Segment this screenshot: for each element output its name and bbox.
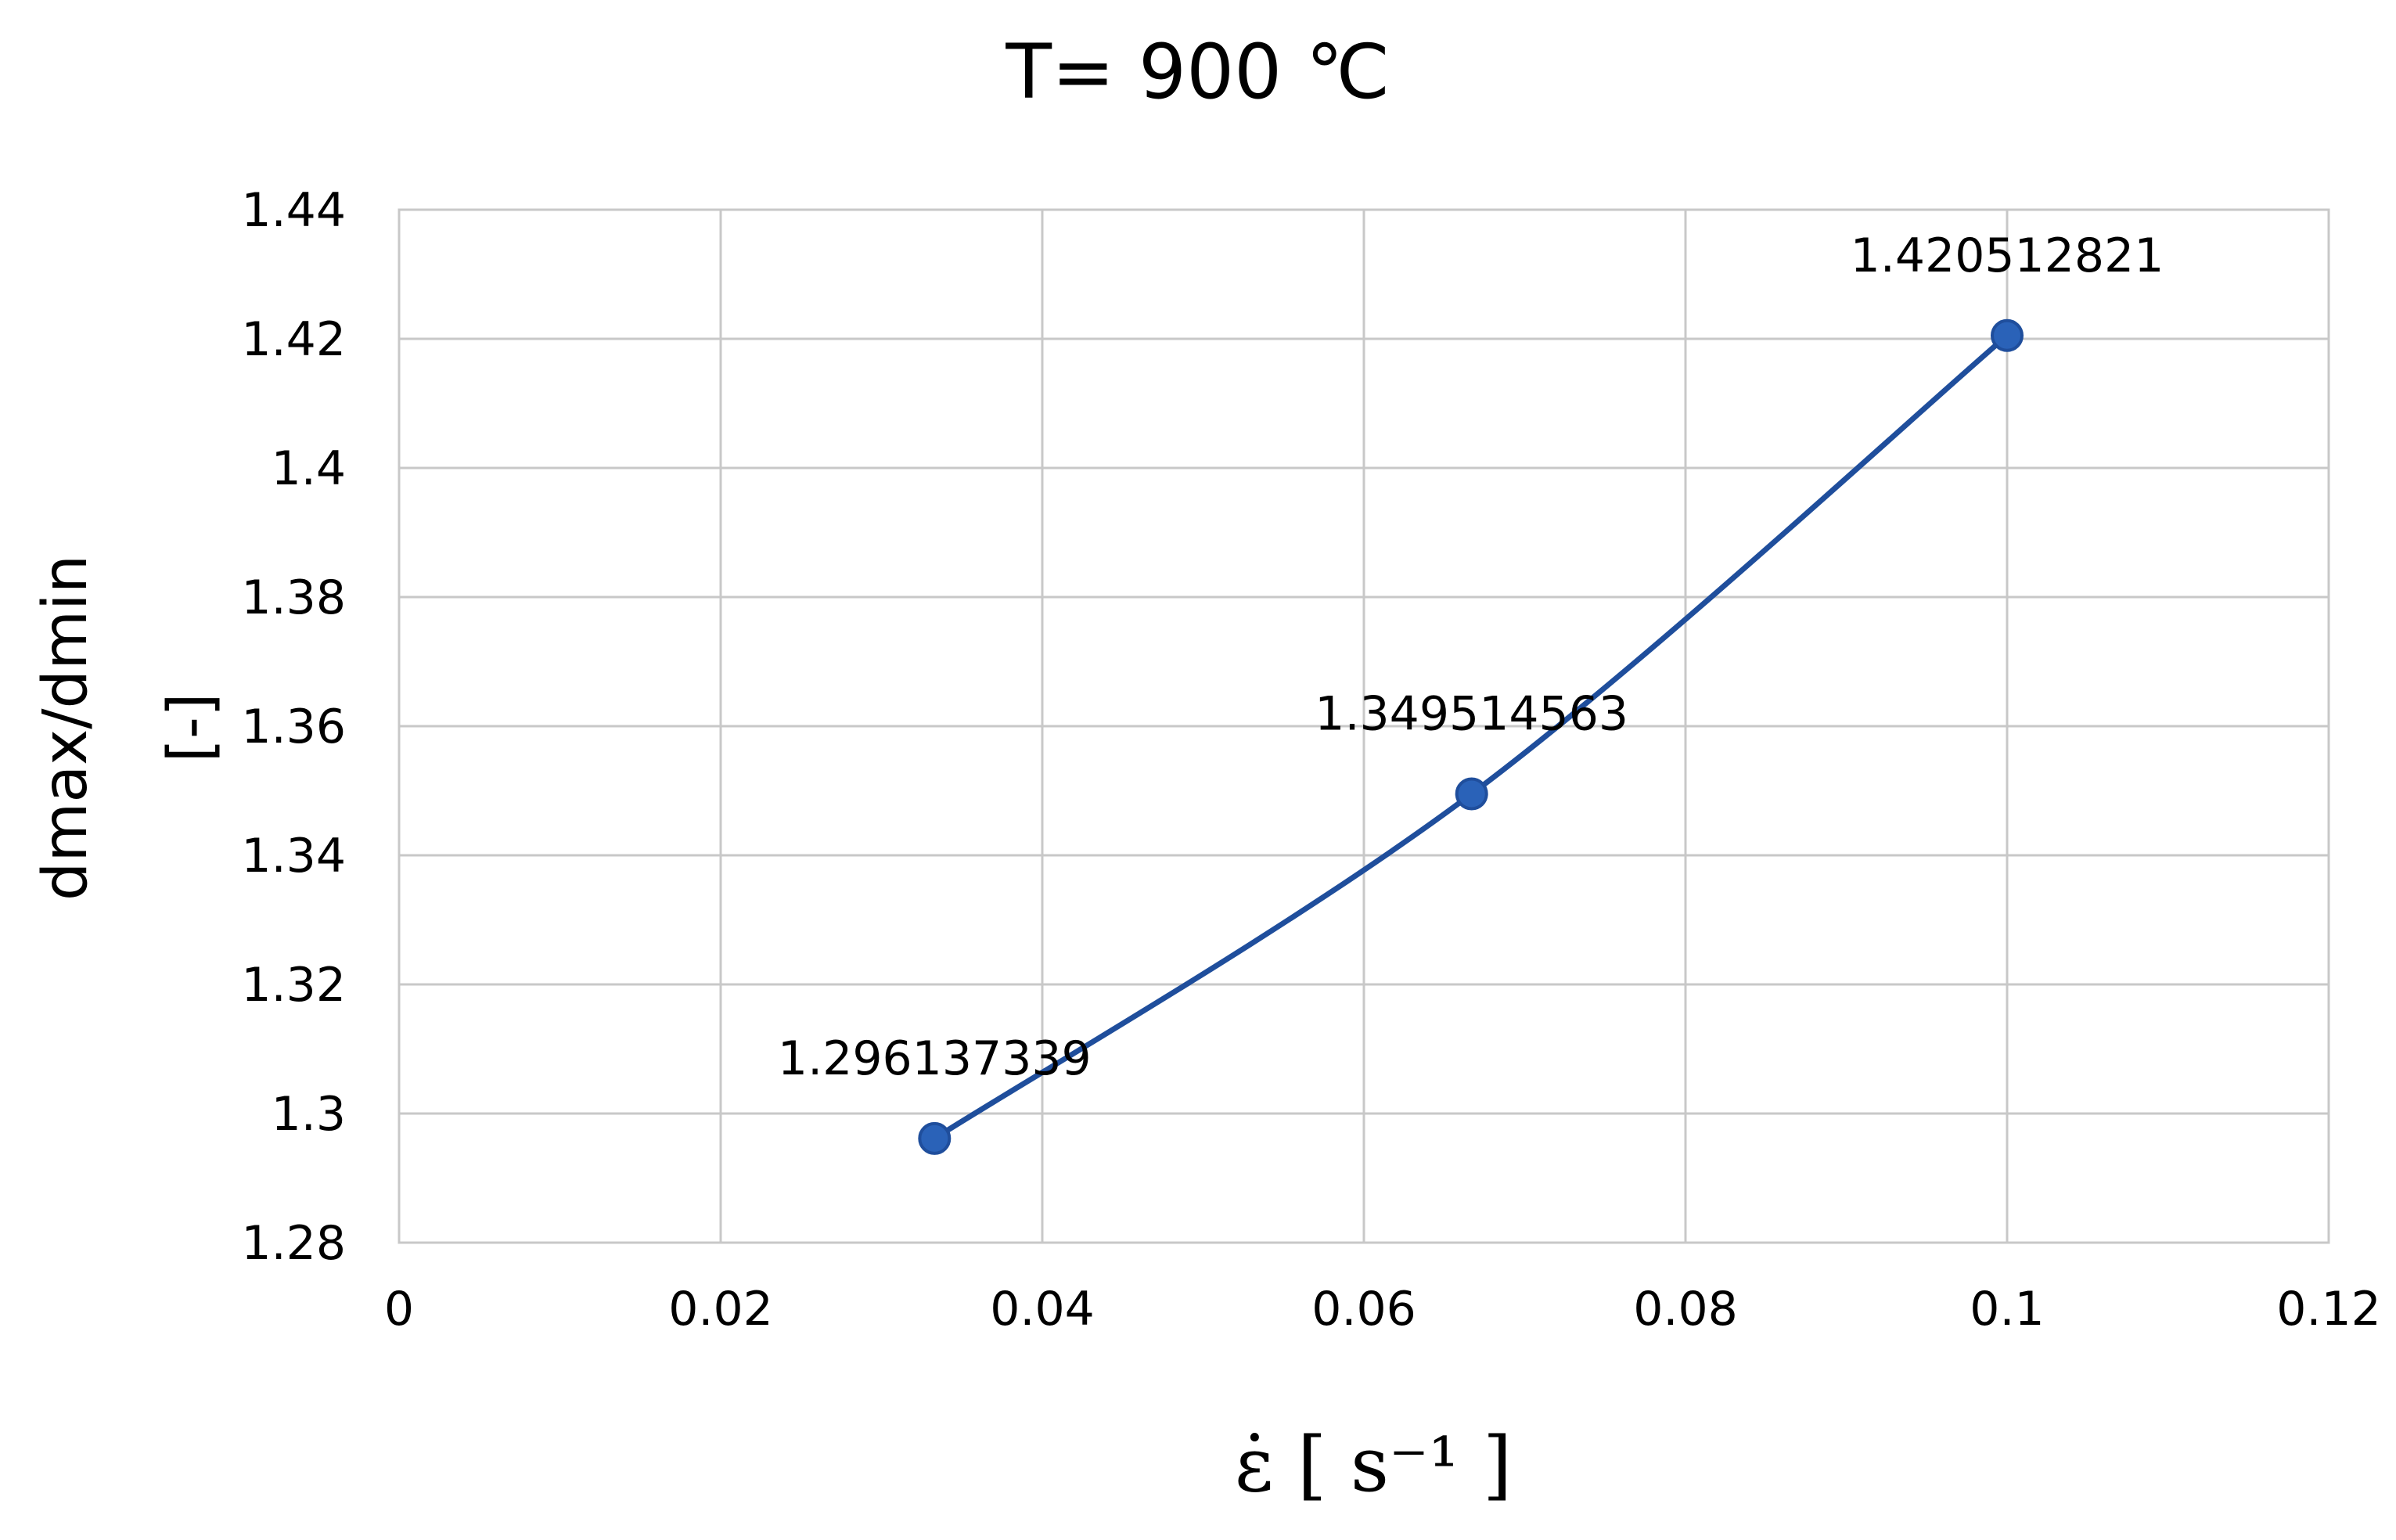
- y-axis-title: dmax/dmin: [31, 555, 101, 901]
- x-tick-label: 0.02: [668, 1282, 773, 1337]
- y-tick-label: 1.28: [241, 1216, 346, 1271]
- series: 1.296137339 1.349514563 1.420512821: [778, 228, 2164, 1155]
- y-tick-label: 1.34: [241, 829, 346, 883]
- y-tick-label: 1.42: [241, 312, 346, 367]
- y-axis-label: dmax/dmin [-]: [31, 555, 226, 901]
- y-tick-label: 1.3: [272, 1087, 346, 1142]
- y-tick-label: 1.4: [272, 441, 346, 496]
- data-point-marker: [1455, 777, 1488, 811]
- y-tick-label: 1.38: [241, 570, 346, 625]
- data-label: 1.349514563: [1315, 687, 1628, 742]
- plot-area-border: [398, 208, 2330, 1244]
- x-axis-ticks: 0 0.02 0.04 0.06 0.08 0.1 0.12: [384, 1282, 2381, 1337]
- x-tick-label: 0.06: [1311, 1282, 1416, 1337]
- x-axis-title: ε̇ [ s⁻¹ ]: [1235, 1421, 1513, 1509]
- grid: [398, 208, 2330, 1244]
- y-axis-ticks: 1.28 1.3 1.32 1.34 1.36 1.38 1.4 1.42 1.44: [241, 183, 346, 1271]
- data-label: 1.296137339: [778, 1031, 1092, 1086]
- data-point-marker: [918, 1121, 952, 1155]
- chart-title: T= 900 ℃: [1005, 28, 1390, 116]
- data-point-marker: [1991, 318, 2024, 352]
- y-tick-label: 1.44: [241, 183, 346, 238]
- x-tick-label: 0.04: [990, 1282, 1095, 1337]
- x-tick-label: 0.12: [2276, 1282, 2381, 1337]
- x-tick-label: 0.08: [1633, 1282, 1738, 1337]
- data-label: 1.420512821: [1851, 228, 2164, 283]
- y-tick-label: 1.32: [241, 958, 346, 1013]
- x-tick-label: 0.1: [1970, 1282, 2044, 1337]
- y-tick-label: 1.36: [241, 700, 346, 754]
- y-axis-unit: [-]: [156, 693, 226, 762]
- x-tick-label: 0: [384, 1282, 414, 1337]
